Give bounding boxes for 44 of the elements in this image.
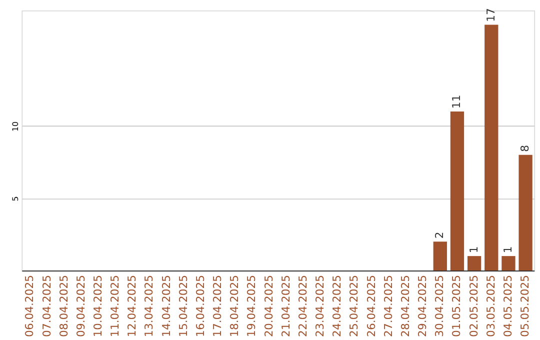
x-tick-label: 10.04.2025 — [91, 274, 104, 337]
x-tick-label: 05.05.2025 — [518, 274, 532, 337]
x-tick-label: 02.05.2025 — [467, 274, 480, 337]
y-tick-label: 5 — [11, 196, 20, 202]
x-tick-label: 30.04.2025 — [433, 274, 446, 337]
bar — [467, 256, 482, 271]
x-tick-label: 16.04.2025 — [194, 274, 207, 337]
x-tick-label: 01.05.2025 — [450, 274, 464, 337]
x-tick-label: 28.04.2025 — [398, 274, 412, 337]
x-tick-label: 13.04.2025 — [142, 274, 156, 337]
bar — [518, 154, 532, 271]
x-tick-label: 09.04.2025 — [74, 274, 88, 337]
x-tick-label: 07.04.2025 — [40, 274, 54, 337]
bar — [450, 112, 464, 271]
x-tick-label: 03.05.2025 — [484, 274, 498, 337]
x-tick-label: 27.04.2025 — [382, 274, 395, 337]
x-tick-label: 15.04.2025 — [176, 274, 190, 337]
x-tick-label: 22.04.2025 — [296, 274, 310, 337]
x-tick-label: 23.04.2025 — [314, 274, 327, 337]
x-tick-label: 25.04.2025 — [348, 274, 361, 337]
x-tick-label: 12.04.2025 — [126, 274, 139, 337]
data-label: 2 — [433, 232, 446, 239]
x-tick-label: 18.04.2025 — [228, 274, 242, 337]
x-tick-label: 29.04.2025 — [416, 274, 430, 337]
x-tick-label: 19.04.2025 — [245, 274, 258, 337]
data-label: 1 — [501, 246, 514, 254]
bar — [433, 242, 447, 271]
data-label: 17 — [484, 8, 498, 22]
x-tick-label: 11.04.2025 — [108, 274, 122, 337]
bar — [502, 256, 516, 271]
x-tick-label: 24.04.2025 — [330, 274, 344, 337]
x-tick-label: 14.04.2025 — [160, 274, 173, 337]
data-label: 11 — [450, 94, 464, 109]
x-tick-label: 06.04.2025 — [23, 274, 36, 337]
data-label: 8 — [518, 144, 532, 152]
y-tick-label: 10 — [11, 121, 20, 132]
x-tick-label: 08.04.2025 — [57, 274, 70, 337]
data-label: 1 — [467, 246, 480, 254]
x-tick-label: 26.04.2025 — [364, 274, 378, 337]
bar — [484, 24, 498, 271]
x-tick-label: 21.04.2025 — [279, 274, 292, 337]
x-tick-label: 20.04.2025 — [262, 274, 276, 337]
x-tick-label: 17.04.2025 — [211, 274, 224, 337]
x-tick-label: 04.05.2025 — [501, 274, 514, 337]
